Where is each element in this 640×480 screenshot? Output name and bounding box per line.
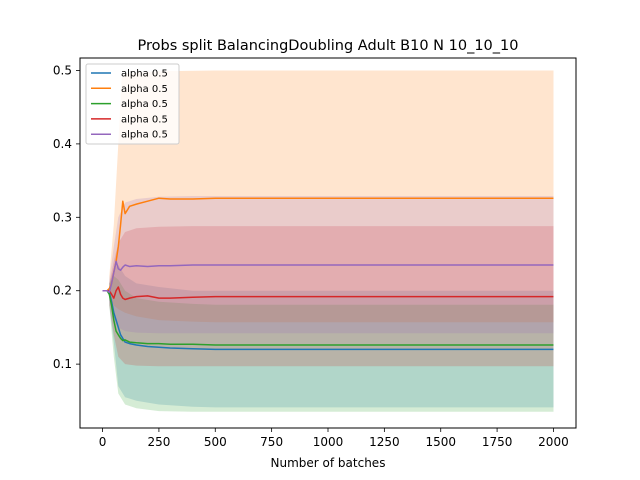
x-tick-label: 750 xyxy=(260,435,283,449)
y-tick-label: 0.5 xyxy=(53,63,72,77)
legend-label-3: alpha 0.5 xyxy=(121,99,168,110)
series-line-4 xyxy=(102,286,554,301)
series-line-3 xyxy=(102,289,554,346)
axes: 0 250 500 750 1000 1250 1500 1750 2000 0.1 0.2 0.3 0… xyxy=(53,63,569,449)
legend-label-2: alpha 0.5 xyxy=(121,84,168,95)
legend-box xyxy=(85,63,180,145)
y-tick-label: 0.1 xyxy=(53,357,72,371)
series-band-1 xyxy=(109,265,554,408)
legend-label-5: alpha 0.5 xyxy=(121,130,168,141)
plot-frame xyxy=(79,57,577,429)
series-band-2 xyxy=(109,70,554,323)
x-tick-label: 250 xyxy=(147,435,170,449)
x-tick-label: 500 xyxy=(204,435,227,449)
legend-label-1: alpha 0.5 xyxy=(121,69,168,80)
x-tick-label: 1500 xyxy=(425,435,456,449)
series-line-5 xyxy=(102,260,554,293)
x-tick-label: 1000 xyxy=(313,435,344,449)
chart-title: Probs split BalancingDoubling Adult B10 … xyxy=(137,38,518,54)
y-tick-label: 0.3 xyxy=(53,210,72,224)
legend-label-4: alpha 0.5 xyxy=(121,114,168,125)
series-band-3 xyxy=(109,276,554,412)
y-tick-label: 0.2 xyxy=(53,284,72,298)
x-tick-label: 0 xyxy=(99,435,107,449)
series-lines xyxy=(102,197,554,351)
legend: alpha 0.5 alpha 0.5 alpha 0.5 alpha 0.5 alph… xyxy=(85,63,180,145)
x-tick-label: 1250 xyxy=(369,435,400,449)
x-tick-label: 2000 xyxy=(538,435,569,449)
x-axis-title: Number of batches xyxy=(271,456,386,470)
series-line-1 xyxy=(102,289,554,351)
y-tick-label: 0.4 xyxy=(53,137,72,151)
x-tick-label: 1750 xyxy=(482,435,513,449)
